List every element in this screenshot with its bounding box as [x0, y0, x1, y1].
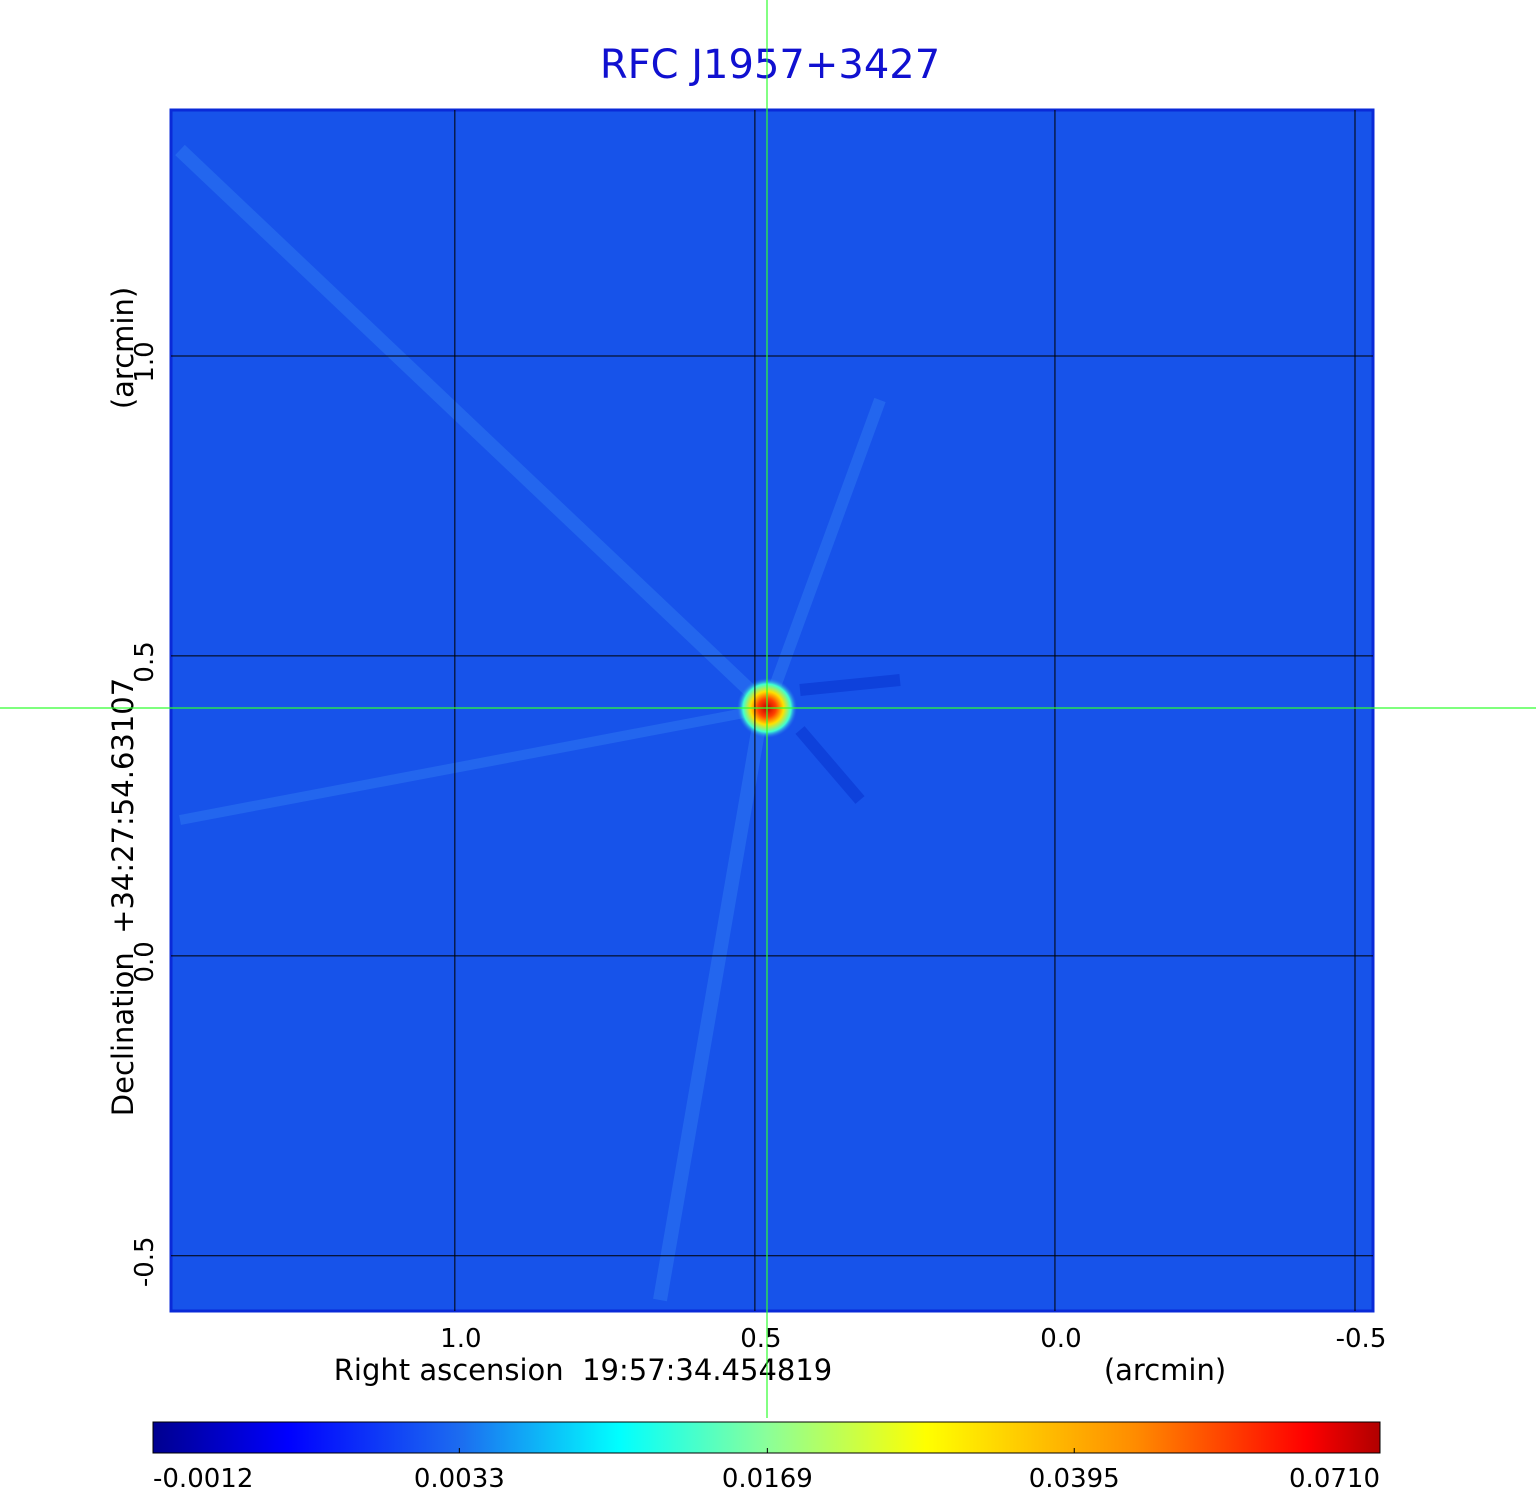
- colorbar-tick-label: -0.0012: [153, 1464, 253, 1494]
- y-axis-unit: (arcmin): [106, 287, 140, 409]
- ticks: 1.0 0.5 0.0 -0.5 1.0 0.5 0.0 -0.5 -0.0012 0.0033 0…: [130, 110, 1386, 1494]
- x-tick-label: -0.5: [1336, 1324, 1387, 1354]
- colorbar-tick-label: 0.0395: [1029, 1464, 1120, 1494]
- x-axis-label: Right ascension 19:57:34.454819: [334, 1353, 833, 1387]
- y-tick-label: 0.5: [130, 641, 160, 682]
- x-axis-unit: (arcmin): [1104, 1353, 1226, 1387]
- colorbar-tick-label: 0.0033: [414, 1464, 505, 1494]
- x-tick-label: 0.0: [1040, 1324, 1081, 1354]
- y-tick-label: 1.0: [130, 341, 160, 382]
- x-tick-label: 0.5: [740, 1324, 781, 1354]
- y-tick-label: -0.5: [130, 1236, 160, 1287]
- y-tick-label: 0.0: [130, 941, 160, 982]
- chart-title: RFC J1957+3427: [600, 42, 940, 88]
- x-tick-label: 1.0: [440, 1324, 481, 1354]
- y-axis-label: Declination +34:27:54.63107: [106, 678, 140, 1116]
- image-texture: [175, 144, 901, 1302]
- colorbar-tick-label: 0.0169: [722, 1464, 813, 1494]
- colorbar: [152, 1421, 1381, 1454]
- colorbar-tick-label: 0.0710: [1289, 1464, 1380, 1494]
